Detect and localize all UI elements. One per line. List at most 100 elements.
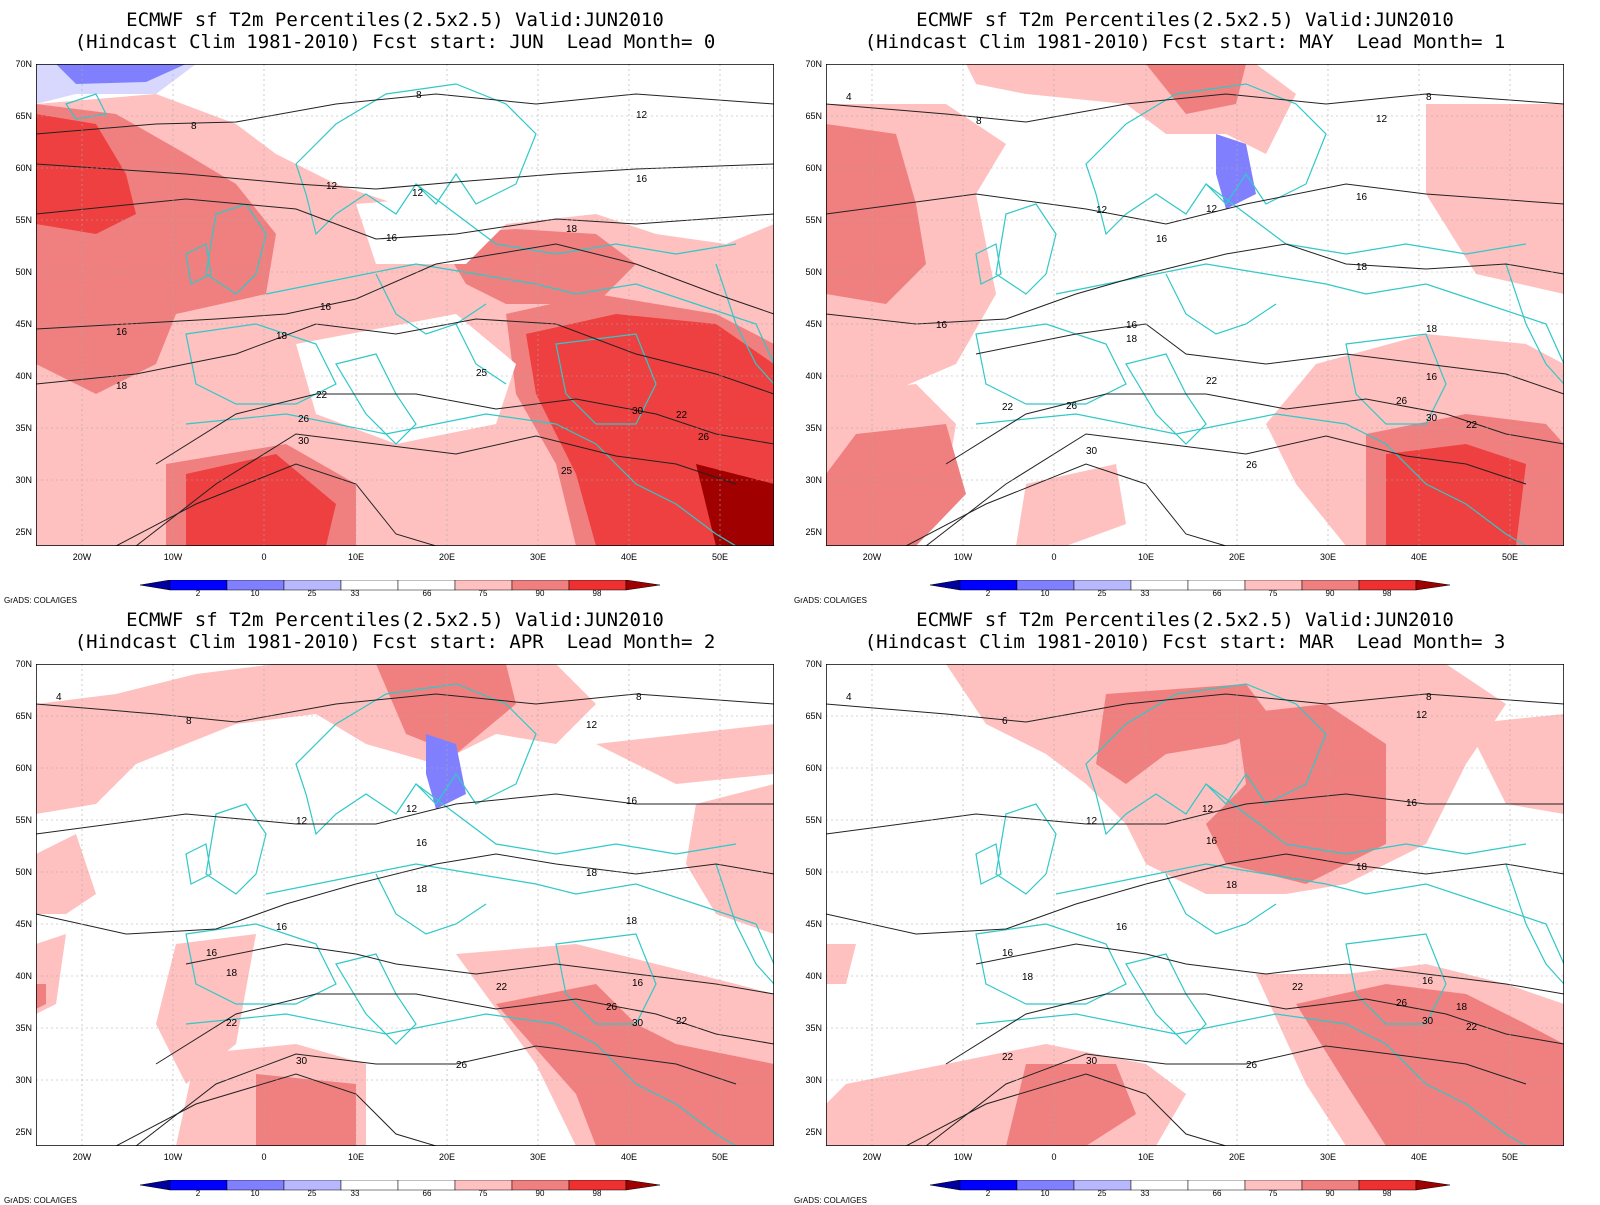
lat-label: 70N (15, 59, 32, 69)
contour-label: 8 (416, 90, 422, 101)
lon-label: 50E (711, 1152, 728, 1162)
contour-label-group: 8 12 16 18 22 26 30 25 30 22 26 8 12 16 … (116, 90, 710, 477)
lat-label: 50N (805, 867, 822, 877)
lat-label: 55N (805, 215, 822, 225)
lon-label: 20E (1228, 1152, 1245, 1162)
contour-label: 8 (186, 716, 192, 727)
contour-label: 26 (1396, 396, 1408, 407)
contour-lines (826, 93, 1564, 546)
lat-label: 45N (15, 919, 32, 929)
lat-label: 45N (805, 319, 822, 329)
contour-label: 22 (496, 982, 508, 993)
colorbar-label: 10 (1041, 1189, 1050, 1196)
lat-label: 35N (805, 423, 822, 433)
colorbar-label: 25 (1098, 589, 1107, 596)
lat-label: 55N (15, 215, 32, 225)
lon-label: 10W (163, 552, 183, 562)
grads-credit: GrADS: COLA/IGES (4, 596, 77, 605)
lon-label: 20E (1228, 552, 1245, 562)
lat-label: 35N (805, 1023, 822, 1033)
lat-label: 30N (805, 475, 822, 485)
colorbar-swatch (340, 1180, 399, 1191)
colorbar: 2 10 25 33 66 75 90 98 (140, 1180, 660, 1196)
grads-credit: GrADS: COLA/IGES (794, 1196, 867, 1205)
colorbar-label: 33 (351, 1189, 360, 1196)
contour-label: 8 (976, 116, 982, 127)
panel-title-line1: ECMWF sf T2m Percentiles(2.5x2.5) Valid:… (916, 609, 1454, 631)
colorbar-label: 66 (1213, 1189, 1222, 1196)
lat-label: 35N (15, 1023, 32, 1033)
lat-label: 45N (805, 919, 822, 929)
percentile-map: 4 6 12 16 16 18 22 30 26 22 30 26 8 12 1… (826, 664, 1564, 1146)
colorbar-label: 2 (196, 1189, 201, 1196)
contour-label: 12 (326, 181, 338, 192)
colorbar-swatch (1130, 1180, 1189, 1191)
colorbar-swatch (1415, 580, 1450, 591)
colorbar-label: 10 (251, 589, 260, 596)
contour-label: 18 (586, 868, 598, 879)
contour-label: 18 (1022, 972, 1034, 983)
contour-label-group: 4 6 12 16 16 18 22 30 26 22 30 26 8 12 1… (846, 692, 1478, 1071)
lat-label: 60N (15, 763, 32, 773)
contour-label: 18 (1226, 880, 1238, 891)
colorbar-swatch (930, 1180, 961, 1191)
contour-label: 16 (1406, 798, 1418, 809)
map-panel-lead-0: ECMWF sf T2m Percentiles(2.5x2.5) Valid:… (0, 0, 790, 605)
colorbar-label: 33 (1141, 1189, 1150, 1196)
lat-label: 65N (805, 711, 822, 721)
colorbar-label: 98 (593, 589, 602, 596)
colorbar-label: 66 (1213, 589, 1222, 596)
contour-label: 18 (1456, 1002, 1468, 1013)
panel-title-line2: (Hindcast Clim 1981-2010) Fcst start: AP… (74, 631, 716, 653)
colorbar-label: 98 (1383, 589, 1392, 596)
colorbar-label: 33 (1141, 589, 1150, 596)
colorbar-label: 33 (351, 589, 360, 596)
contour-label: 12 (296, 816, 308, 827)
contour-label: 8 (191, 121, 197, 132)
contour-label: 22 (676, 1016, 688, 1027)
colorbar-label: 90 (536, 1189, 545, 1196)
lat-label: 40N (805, 971, 822, 981)
lon-label: 20W (72, 552, 92, 562)
contour-label: 16 (626, 796, 638, 807)
lat-label: 70N (805, 59, 822, 69)
lat-label: 40N (15, 371, 32, 381)
panel-title-line2: (Hindcast Clim 1981-2010) Fcst start: MA… (864, 31, 1506, 53)
colorbar-label: 25 (308, 589, 317, 596)
lon-label: 50E (711, 552, 728, 562)
lat-label: 55N (15, 815, 32, 825)
percentile-shading (36, 664, 774, 1146)
contour-label: 16 (386, 233, 398, 244)
contour-label: 30 (298, 436, 310, 447)
contour-label: 4 (846, 692, 852, 703)
lon-label: 30E (529, 1152, 546, 1162)
lon-label: 30E (1319, 1152, 1336, 1162)
lat-label: 40N (805, 371, 822, 381)
contour-label: 22 (226, 1018, 238, 1029)
panel-title-line1: ECMWF sf T2m Percentiles(2.5x2.5) Valid:… (126, 9, 664, 31)
percentile-map: 4 8 12 16 16 18 22 30 26 22 30 26 8 12 1… (36, 664, 774, 1146)
lon-label: 20E (438, 552, 455, 562)
lat-label: 45N (15, 319, 32, 329)
contour-label: 12 (1202, 804, 1214, 815)
colorbar-label: 10 (1041, 589, 1050, 596)
contour-label: 12 (636, 110, 648, 121)
contour-label: 30 (1086, 1056, 1098, 1067)
contour-label: 8 (1426, 92, 1432, 103)
colorbar: 2 10 25 33 66 75 90 98 (930, 1180, 1450, 1196)
coastlines (975, 683, 1564, 1146)
contour-label: 16 (1426, 372, 1438, 383)
lat-label: 25N (805, 527, 822, 537)
contour-label: 18 (1126, 334, 1138, 345)
contour-label: 22 (1466, 1022, 1478, 1033)
contour-label: 12 (1416, 710, 1428, 721)
lon-label: 0 (1051, 1152, 1057, 1162)
contour-label: 8 (1426, 692, 1432, 703)
contour-label: 18 (1356, 262, 1368, 273)
contour-label: 18 (1426, 324, 1438, 335)
contour-label: 16 (320, 302, 332, 313)
contour-label: 18 (626, 916, 638, 927)
colorbar-swatch (140, 580, 171, 591)
contour-label: 8 (636, 692, 642, 703)
lat-label: 25N (805, 1127, 822, 1137)
